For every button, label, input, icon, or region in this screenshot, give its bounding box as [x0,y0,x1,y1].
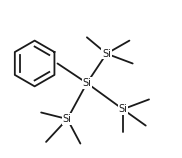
Text: Si: Si [82,78,91,88]
Text: Si: Si [118,104,127,114]
Text: Si: Si [63,114,72,124]
Text: Si: Si [102,49,111,59]
